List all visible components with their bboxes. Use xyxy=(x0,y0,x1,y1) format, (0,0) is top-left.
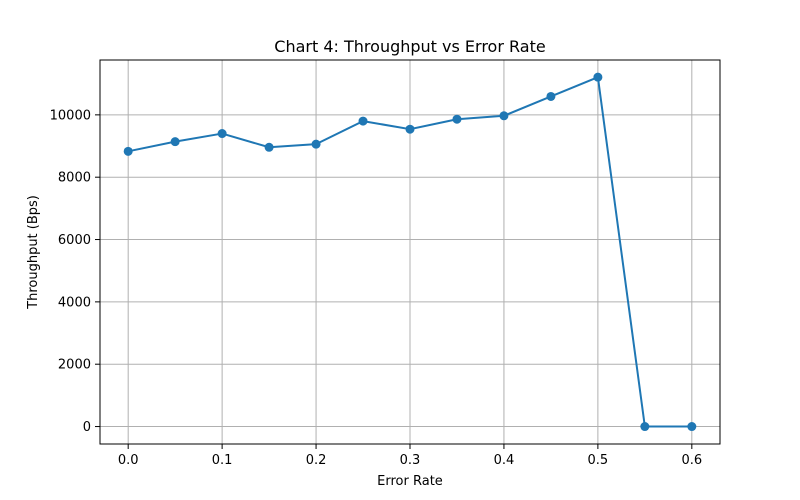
data-point xyxy=(170,137,180,147)
x-tick-label: 0.4 xyxy=(494,453,515,468)
y-tick-label: 6000 xyxy=(58,233,91,248)
x-tick-label: 0.6 xyxy=(681,453,702,468)
chart-title: Chart 4: Throughput vs Error Rate xyxy=(274,37,545,56)
x-tick-label: 0.1 xyxy=(212,453,233,468)
y-axis-ticks: 0 2000 4000 6000 8000 10000 xyxy=(50,108,100,435)
data-point xyxy=(687,422,697,432)
x-tick-label: 0.2 xyxy=(306,453,327,468)
y-tick-label: 10000 xyxy=(50,108,91,123)
data-point xyxy=(546,91,556,101)
data-point xyxy=(311,139,321,149)
x-tick-label: 0.3 xyxy=(400,453,421,468)
data-point xyxy=(123,146,133,156)
data-point xyxy=(264,142,274,152)
data-point xyxy=(358,116,368,126)
y-tick-label: 2000 xyxy=(58,358,91,373)
series-layer xyxy=(123,72,697,432)
data-point xyxy=(640,422,650,432)
data-point xyxy=(217,129,227,139)
data-point xyxy=(499,111,509,121)
data-point xyxy=(452,114,462,124)
y-tick-label: 8000 xyxy=(58,171,91,186)
x-axis-label: Error Rate xyxy=(377,474,443,489)
x-tick-label: 0.0 xyxy=(118,453,139,468)
data-point xyxy=(593,72,603,82)
y-tick-label: 0 xyxy=(83,420,91,435)
data-point xyxy=(405,124,415,134)
y-axis-label: Throughput (Bps) xyxy=(26,195,41,310)
y-tick-label: 4000 xyxy=(58,295,91,310)
grid xyxy=(100,60,720,444)
x-axis-ticks: 0.0 0.1 0.2 0.3 0.4 0.5 0.6 xyxy=(118,444,702,468)
x-tick-label: 0.5 xyxy=(588,453,609,468)
